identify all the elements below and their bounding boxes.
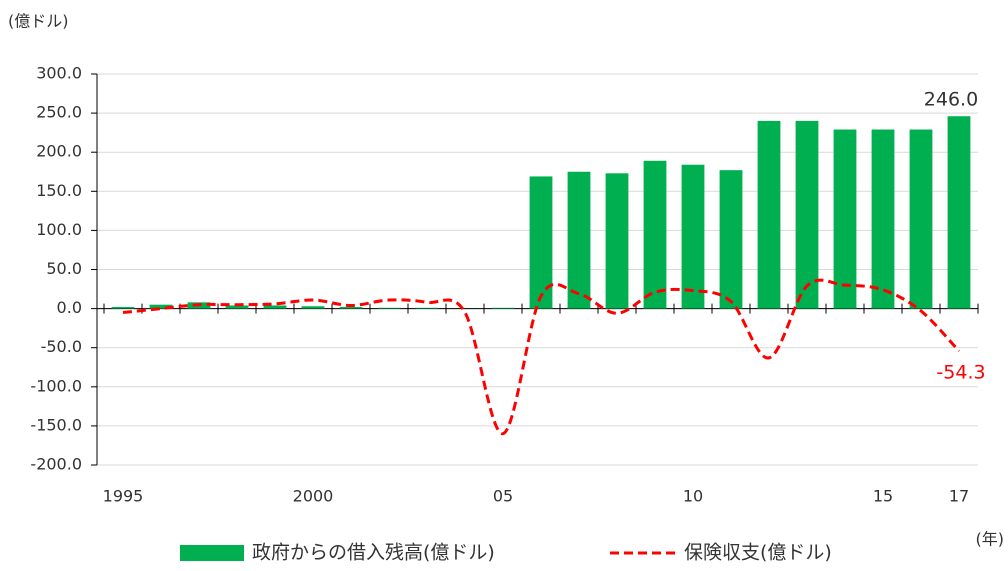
y-tick-label: 50.0 bbox=[46, 259, 82, 278]
bar bbox=[719, 170, 743, 309]
bar bbox=[149, 304, 173, 309]
y-tick-label: -150.0 bbox=[30, 415, 82, 434]
y-tick-label: 0.0 bbox=[57, 298, 82, 317]
y-tick-label: 300.0 bbox=[36, 64, 82, 83]
bar bbox=[605, 173, 629, 309]
x-tick-label: 10 bbox=[683, 487, 703, 506]
legend-label: 保険収支(億ドル) bbox=[684, 542, 832, 564]
x-unit-label: (年) bbox=[976, 530, 1005, 549]
y-tick-label: -200.0 bbox=[30, 455, 82, 474]
bar bbox=[377, 307, 401, 309]
bar bbox=[567, 171, 591, 309]
bar bbox=[795, 120, 819, 309]
bar bbox=[947, 116, 971, 309]
y-unit-label: (億ドル) bbox=[8, 12, 69, 31]
y-tick-label: 100.0 bbox=[36, 220, 82, 239]
x-tick-label: 05 bbox=[493, 487, 513, 506]
bar bbox=[415, 307, 439, 309]
y-tick-label: -50.0 bbox=[41, 337, 82, 356]
bar bbox=[339, 307, 363, 309]
y-tick-label: 150.0 bbox=[36, 181, 82, 200]
y-tick-label: -100.0 bbox=[30, 376, 82, 395]
bar bbox=[529, 176, 553, 309]
y-tick-label: 200.0 bbox=[36, 142, 82, 161]
bar bbox=[757, 120, 781, 309]
bar-value-label: 246.0 bbox=[924, 89, 978, 111]
bar bbox=[909, 129, 933, 309]
bar bbox=[833, 129, 857, 309]
bar bbox=[681, 164, 705, 309]
bar bbox=[301, 306, 325, 309]
bar bbox=[643, 160, 667, 309]
line-value-label: -54.3 bbox=[936, 362, 985, 384]
bar bbox=[491, 307, 515, 309]
y-tick-label: 250.0 bbox=[36, 103, 82, 122]
bar bbox=[225, 305, 249, 309]
bar bbox=[871, 129, 895, 309]
legend-label: 政府からの借入残高(億ドル) bbox=[252, 542, 495, 564]
x-tick-label: 15 bbox=[873, 487, 893, 506]
line bbox=[122, 278, 961, 436]
x-tick-label: 1995 bbox=[103, 487, 144, 506]
legend-swatch bbox=[180, 545, 244, 561]
x-tick-label: 2000 bbox=[293, 487, 334, 506]
bar bbox=[263, 305, 287, 309]
x-tick-label: 17 bbox=[949, 487, 969, 506]
bar bbox=[111, 307, 135, 309]
